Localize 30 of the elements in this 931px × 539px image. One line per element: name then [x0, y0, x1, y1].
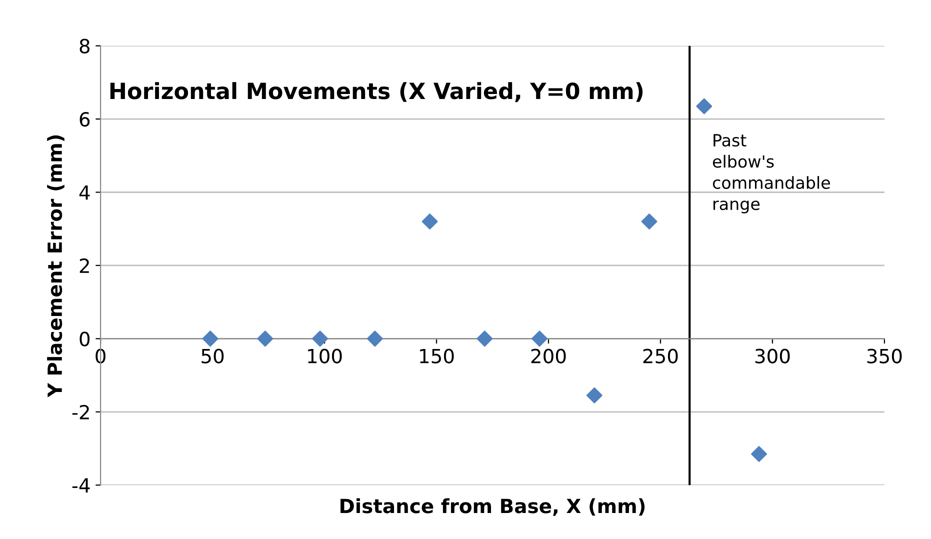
x-tick-label: 200 [531, 348, 566, 364]
y-tick-label: 4 [79, 185, 90, 200]
x-tick-label: 300 [755, 348, 790, 364]
y-tick-label: 2 [80, 258, 89, 273]
x-axis-title: Distance from Base, X (mm) [340, 498, 645, 516]
point [202, 330, 218, 347]
point [366, 330, 383, 347]
y-tick-label: 6 [80, 112, 90, 127]
y-axis-title: Y Placement Error (mm) [47, 135, 64, 398]
x-tick-label: 250 [643, 348, 678, 364]
x-tick-label: 150 [420, 348, 454, 364]
x-tick-label: 100 [308, 348, 342, 364]
y-tick-label: -2 [72, 404, 89, 420]
y-tick-label: 8 [80, 38, 90, 54]
x-tick-label: 350 [867, 348, 902, 364]
point [422, 214, 438, 230]
y-tick-label: 0 [80, 332, 90, 346]
x-tick-label: 50 [202, 348, 224, 364]
point [586, 387, 602, 404]
point [696, 98, 712, 114]
text: Horizontal Movements (X Varied, Y=0 mm) [110, 82, 643, 102]
ref-line-label: Past elbow's commandable range [712, 134, 830, 214]
point [257, 330, 274, 347]
point [641, 214, 658, 230]
point [476, 330, 493, 347]
x-tick-label: 0 [96, 348, 106, 364]
y-tick-label: -4 [72, 478, 90, 492]
point [751, 446, 768, 462]
point [312, 330, 328, 347]
point [532, 330, 548, 347]
